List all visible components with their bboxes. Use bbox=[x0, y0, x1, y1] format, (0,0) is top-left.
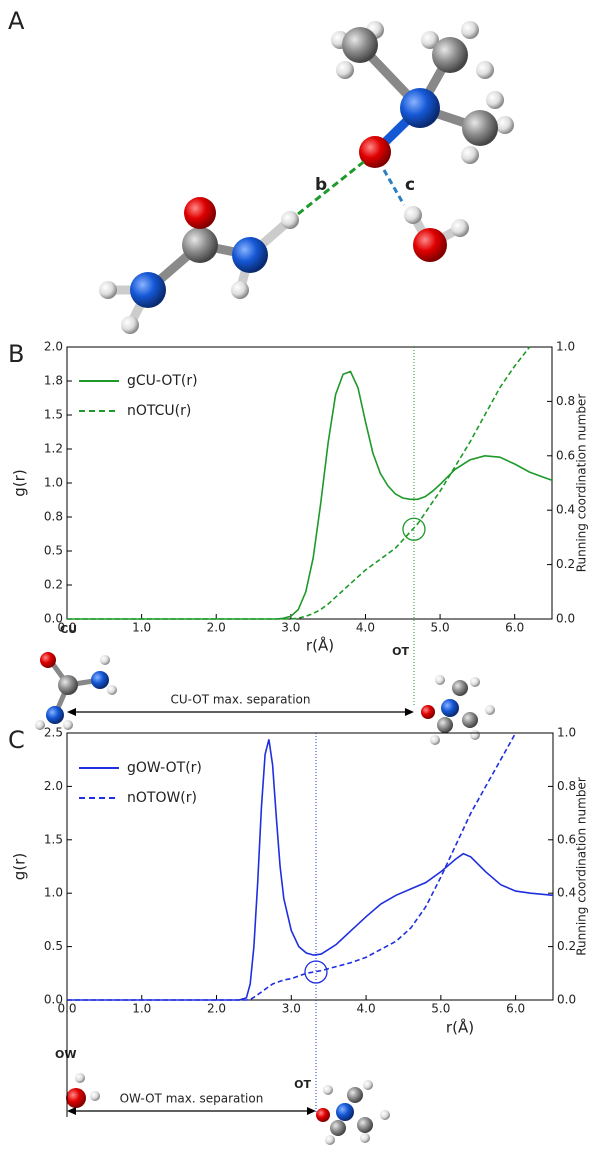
y-tick-label: 0.0 bbox=[44, 612, 63, 626]
x-axis-label: r(Å) bbox=[306, 636, 334, 655]
y2-tick-label: 1.0 bbox=[556, 340, 575, 354]
legend-label: nOTCU(r) bbox=[127, 403, 191, 419]
x-tick-label: 4.0 bbox=[357, 1002, 376, 1016]
y2-tick-label: 0.0 bbox=[557, 993, 576, 1007]
y2-axis-label: Running coordination number bbox=[575, 394, 589, 573]
bond-label: c bbox=[405, 175, 415, 195]
y2-tick-label: 0.2 bbox=[556, 557, 575, 571]
x-tick-label: 5.0 bbox=[431, 621, 450, 635]
x-tick-label: 2.0 bbox=[207, 621, 226, 635]
y2-axis-label: Running coordination number bbox=[575, 777, 589, 956]
y-tick-label: 2.5 bbox=[44, 726, 63, 740]
y-tick-label: 0.5 bbox=[44, 939, 63, 953]
atom-label: OT bbox=[392, 645, 409, 658]
y2-tick-label: 0.6 bbox=[556, 448, 575, 462]
x-tick-label: 1.0 bbox=[132, 1002, 151, 1016]
x-tick-label: 3.0 bbox=[281, 621, 300, 635]
y2-tick-label: 0.6 bbox=[557, 832, 576, 846]
atom-label: OW bbox=[55, 1048, 76, 1061]
y-tick-label: 1.5 bbox=[44, 832, 63, 846]
bond-label: b bbox=[315, 175, 327, 195]
y-axis-label: g(r) bbox=[11, 469, 29, 496]
y-tick-label: 2.0 bbox=[44, 779, 63, 793]
series-line bbox=[67, 346, 531, 620]
legend-label: gCU-OT(r) bbox=[127, 373, 198, 389]
marker-circle bbox=[304, 960, 328, 984]
y-tick-label: 1.5 bbox=[44, 408, 63, 422]
separation-label: CU-OT max. separation bbox=[170, 693, 310, 707]
x-tick-label: 6.0 bbox=[505, 621, 524, 635]
molecules bbox=[99, 21, 514, 334]
h-bond-c bbox=[382, 169, 406, 206]
y2-tick-label: 0.8 bbox=[557, 779, 576, 793]
y-tick-label: 0.8 bbox=[44, 510, 63, 524]
y-tick-label: 1.0 bbox=[44, 886, 63, 900]
x-tick-label: 2.0 bbox=[207, 1002, 226, 1016]
y2-tick-label: 0.4 bbox=[556, 503, 575, 517]
panel-label: B bbox=[8, 340, 24, 368]
y-tick-label: 0.2 bbox=[44, 578, 63, 592]
panel-label: A bbox=[8, 7, 25, 35]
x-axis-label: r(Å) bbox=[446, 1018, 474, 1037]
atom-label: CU bbox=[60, 623, 77, 636]
plot-frame bbox=[66, 732, 554, 1001]
series-line bbox=[67, 370, 553, 620]
legend-label: gOW-OT(r) bbox=[127, 760, 202, 776]
h-bond-b bbox=[297, 158, 367, 216]
series-line bbox=[67, 739, 554, 1001]
y-tick-label: 1.0 bbox=[44, 476, 63, 490]
marker-circle bbox=[402, 517, 426, 541]
y2-tick-label: 0.4 bbox=[557, 886, 576, 900]
separation-label: OW-OT max. separation bbox=[120, 1092, 264, 1106]
y2-tick-label: 0.2 bbox=[557, 939, 576, 953]
y2-tick-label: 0.8 bbox=[556, 394, 575, 408]
mini-molecules bbox=[35, 652, 495, 1145]
atom-label: OT bbox=[294, 1078, 311, 1091]
series-line bbox=[67, 732, 517, 1001]
x-tick-label: 1.0 bbox=[132, 621, 151, 635]
legend-label: nOTOW(r) bbox=[127, 790, 197, 806]
x-tick-label: 6.0 bbox=[506, 1002, 525, 1016]
x-tick-label: 5.0 bbox=[431, 1002, 450, 1016]
y-tick-label: 1.8 bbox=[44, 374, 63, 388]
y-tick-label: 1.2 bbox=[44, 442, 63, 456]
y2-tick-label: 0.0 bbox=[556, 612, 575, 626]
x-tick-label: 3.0 bbox=[282, 1002, 301, 1016]
x-tick-label: 4.0 bbox=[356, 621, 375, 635]
y-axis-label: g(r) bbox=[11, 853, 29, 880]
y-tick-label: 2.0 bbox=[44, 340, 63, 354]
panel-label: C bbox=[8, 726, 25, 754]
y-tick-label: 0.0 bbox=[44, 993, 63, 1007]
x-tick-label: 0.0 bbox=[57, 621, 76, 635]
y2-tick-label: 1.0 bbox=[557, 726, 576, 740]
y-tick-label: 0.5 bbox=[44, 544, 63, 558]
